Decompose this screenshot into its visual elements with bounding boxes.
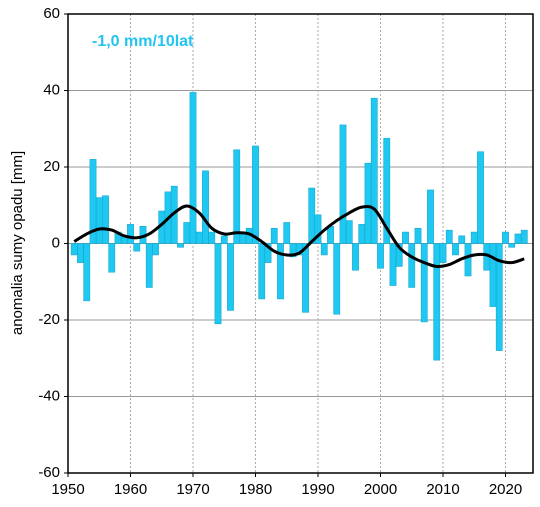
bar (102, 195, 109, 244)
bar (270, 227, 278, 244)
bar (283, 222, 291, 244)
bar (464, 243, 472, 277)
bar (370, 97, 378, 244)
bar (70, 243, 78, 256)
y-tick-label: -60 (38, 464, 60, 481)
bar (358, 224, 366, 244)
bar (189, 92, 197, 244)
bar (352, 243, 359, 271)
bar (520, 229, 528, 244)
bar (445, 229, 453, 244)
plot-frame (67, 13, 534, 474)
bar (302, 243, 309, 313)
trend-line (73, 204, 525, 269)
bar (133, 243, 141, 252)
bar (183, 222, 191, 244)
bar (320, 243, 328, 256)
bar (427, 189, 434, 244)
bar (252, 145, 259, 244)
bar (502, 231, 509, 244)
y-tick-label: 60 (43, 5, 60, 22)
bar (508, 243, 516, 248)
x-tick-label: 1980 (239, 481, 272, 498)
bar (202, 170, 209, 244)
bar (514, 233, 522, 244)
bar (458, 235, 466, 244)
bar (308, 187, 316, 244)
bar (414, 227, 422, 244)
x-tick-label: 2000 (364, 481, 397, 498)
bar (83, 243, 91, 302)
bar (314, 214, 322, 244)
bar (233, 149, 241, 244)
annotation: -1,0 mm/10lat (92, 33, 194, 50)
bar (470, 231, 478, 244)
x-tick-label: 2020 (489, 481, 522, 498)
bar (208, 231, 216, 244)
bar (364, 162, 372, 244)
bar (389, 243, 397, 286)
y-axis-label: anomalia sumy opadu [mm] (9, 151, 26, 335)
bar (439, 243, 447, 263)
y-tick-label: -40 (38, 387, 60, 404)
x-tick-label: 1970 (176, 481, 209, 498)
bar (345, 220, 353, 244)
bar (277, 243, 284, 300)
bar (420, 243, 428, 323)
bar (127, 224, 134, 244)
y-tick-label: -20 (38, 311, 60, 328)
y-tick-label: 40 (43, 81, 60, 98)
bar (408, 243, 416, 288)
bar (152, 243, 159, 256)
bar (195, 231, 203, 244)
bar (145, 243, 153, 288)
bar (383, 138, 391, 244)
bar (402, 231, 409, 244)
bar (327, 226, 334, 244)
bar (395, 243, 403, 267)
bar (377, 243, 384, 269)
bar (77, 243, 84, 263)
bar (108, 243, 116, 273)
bar (214, 243, 222, 325)
bar (489, 243, 497, 307)
bar (333, 243, 341, 315)
bar (258, 243, 266, 300)
bar (227, 243, 234, 311)
x-tick-label: 1950 (51, 481, 84, 498)
y-tick-label: 0 (52, 234, 60, 251)
bar (95, 197, 103, 244)
bar (339, 124, 347, 244)
bar (220, 235, 228, 244)
x-tick-label: 1960 (114, 481, 147, 498)
bar (177, 243, 184, 248)
x-tick-label: 2010 (426, 481, 459, 498)
bar (452, 243, 459, 256)
x-tick-label: 1990 (301, 481, 334, 498)
bar (264, 243, 272, 263)
bar (433, 243, 441, 361)
bar (477, 151, 484, 244)
bar (495, 243, 503, 351)
y-tick-label: 20 (43, 158, 60, 175)
